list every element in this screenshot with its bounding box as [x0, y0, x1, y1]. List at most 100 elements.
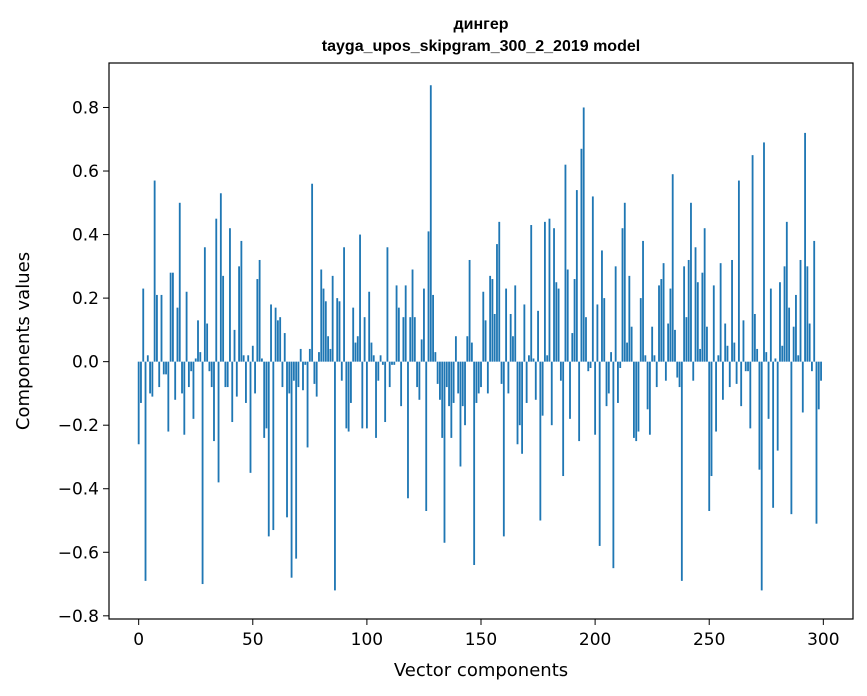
bar-component-216	[630, 326, 633, 362]
bar-component-194	[580, 148, 583, 362]
bar-component-10	[160, 294, 163, 362]
bar-component-178	[543, 221, 546, 362]
bar-component-185	[559, 361, 562, 381]
bar-component-148	[475, 361, 478, 403]
bar-component-171	[528, 355, 530, 362]
bar-component-83	[327, 336, 330, 362]
bar-component-142	[461, 361, 464, 407]
bar-component-118	[407, 361, 409, 499]
bar-component-173	[532, 358, 535, 362]
bar-component-282	[781, 345, 784, 362]
bar-component-124	[420, 339, 423, 362]
bar-component-270	[753, 313, 756, 362]
bar-component-28	[201, 361, 204, 585]
bar-component-8	[156, 294, 158, 362]
bar-component-210	[617, 361, 619, 403]
bar-component-261	[733, 342, 736, 362]
bar-component-223	[646, 361, 649, 410]
bar-component-86	[334, 361, 336, 591]
bar-series	[137, 85, 822, 591]
bar-component-203	[601, 250, 603, 362]
bar-component-45	[240, 240, 243, 362]
bar-component-48	[247, 355, 250, 362]
bar-component-277	[769, 288, 772, 362]
bar-component-199	[591, 196, 594, 362]
bar-component-67	[290, 361, 293, 578]
bar-component-109	[386, 247, 389, 362]
bar-component-233	[669, 288, 672, 362]
bar-component-31	[208, 361, 211, 372]
y-tick-label: 0.4	[72, 226, 99, 246]
bar-component-239	[683, 266, 686, 362]
bar-component-42	[233, 329, 236, 362]
bar-component-78	[315, 361, 318, 397]
y-tick-label: 0.0	[72, 353, 99, 373]
bar-component-105	[377, 361, 380, 381]
chart-subtitle: tayga_upos_skipgram_300_2_2019 model	[322, 38, 640, 55]
bar-component-291	[801, 361, 804, 413]
bar-component-63	[281, 361, 284, 388]
bar-component-34	[215, 218, 218, 362]
bar-component-94	[352, 307, 355, 362]
bar-component-229	[660, 279, 663, 362]
bar-component-112	[393, 361, 396, 365]
x-tick-label: 150	[465, 630, 497, 650]
bar-component-190	[571, 333, 574, 362]
bar-component-107	[381, 361, 384, 365]
bar-component-172	[530, 225, 533, 362]
bar-component-29	[203, 247, 206, 362]
bar-component-129	[432, 294, 434, 362]
bar-component-130	[434, 352, 437, 362]
bar-component-82	[324, 301, 327, 362]
bar-component-265	[742, 320, 745, 362]
bar-component-251	[710, 361, 713, 477]
bar-component-74	[306, 361, 309, 448]
bar-component-70	[297, 361, 300, 388]
bar-component-147	[473, 361, 476, 565]
bar-component-299	[820, 361, 822, 381]
bar-component-166	[516, 361, 519, 445]
bar-component-5	[149, 361, 151, 394]
bar-component-256	[722, 361, 724, 400]
x-tick-label: 50	[242, 630, 264, 650]
bar-component-225	[651, 326, 654, 362]
bar-component-43	[235, 361, 238, 397]
bar-component-197	[587, 361, 590, 372]
bar-component-272	[758, 361, 761, 470]
bar-component-211	[619, 361, 622, 368]
x-axis-label: Vector components	[394, 660, 568, 681]
bar-component-22	[187, 361, 190, 388]
bar-component-2	[142, 288, 145, 362]
bar-component-72	[302, 361, 304, 391]
bar-component-157	[496, 244, 498, 362]
bar-component-125	[423, 288, 425, 362]
bar-component-192	[575, 190, 578, 362]
x-tick-label: 250	[693, 630, 725, 650]
bar-component-137	[450, 361, 453, 438]
bar-component-208	[612, 361, 615, 569]
bar-component-205	[605, 361, 608, 407]
bar-component-220	[639, 298, 642, 362]
bar-component-116	[402, 317, 405, 362]
bar-component-32	[210, 361, 213, 388]
bar-component-132	[439, 361, 441, 400]
bar-component-101	[368, 291, 371, 362]
bar-component-120	[411, 269, 414, 362]
x-tick-label: 100	[351, 630, 383, 650]
bar-component-73	[304, 361, 307, 365]
bar-component-76	[311, 183, 314, 362]
bar-component-3	[144, 361, 147, 581]
bar-component-151	[482, 291, 485, 362]
bar-component-168	[521, 361, 523, 454]
bar-component-14	[169, 272, 172, 362]
bar-component-206	[607, 361, 610, 394]
bar-component-202	[598, 361, 601, 546]
bar-component-97	[359, 234, 361, 362]
bar-component-196	[585, 317, 587, 362]
bar-component-177	[541, 361, 544, 416]
bar-component-290	[799, 259, 802, 362]
bar-component-162	[507, 361, 510, 394]
bar-component-123	[418, 361, 421, 400]
bar-component-258	[726, 345, 729, 362]
bar-component-153	[486, 361, 489, 394]
